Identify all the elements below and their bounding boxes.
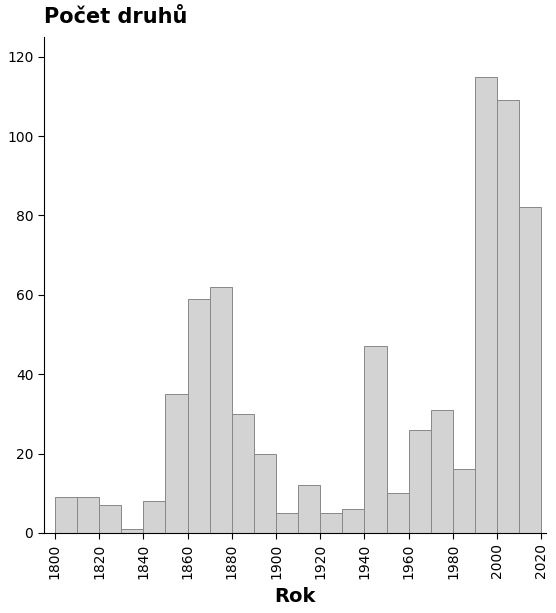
Bar [453, 470, 475, 533]
Bar [121, 529, 143, 533]
Bar [497, 101, 519, 533]
Bar [187, 299, 210, 533]
Bar [365, 346, 386, 533]
Bar [320, 513, 342, 533]
Bar [254, 454, 276, 533]
Text: Počet druhů: Počet druhů [44, 7, 187, 27]
Bar [431, 410, 453, 533]
Bar [210, 287, 232, 533]
Bar [475, 77, 497, 533]
Bar [298, 485, 320, 533]
Bar [342, 509, 365, 533]
X-axis label: Rok: Rok [274, 587, 315, 606]
Bar [232, 414, 254, 533]
Bar [165, 394, 187, 533]
Bar [276, 513, 298, 533]
Bar [143, 501, 165, 533]
Bar [409, 430, 431, 533]
Bar [99, 505, 121, 533]
Bar [386, 493, 409, 533]
Bar [519, 207, 542, 533]
Bar [55, 497, 77, 533]
Bar [77, 497, 99, 533]
